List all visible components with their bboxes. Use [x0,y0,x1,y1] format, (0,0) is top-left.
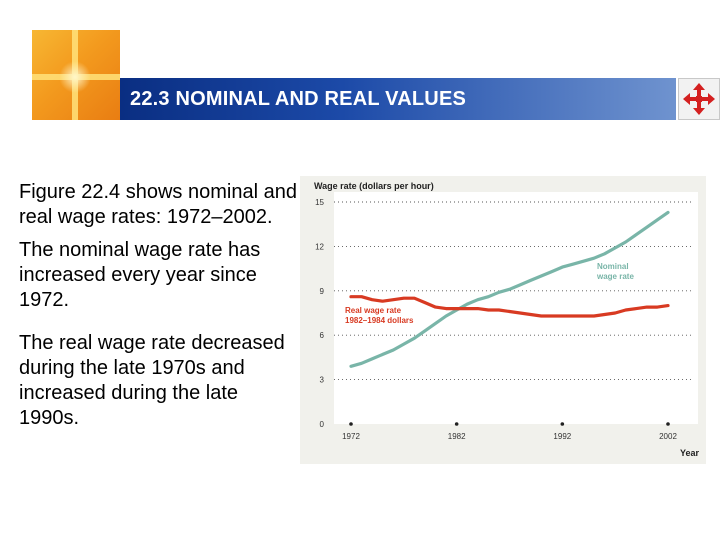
y-tick-label-6: 6 [320,331,325,340]
four-way-arrows-icon[interactable] [678,78,720,120]
x-tick-dot-1982 [454,422,459,426]
x-tick-label-1982: 1982 [448,432,466,441]
series-line-real [349,295,670,318]
paragraph-real: The real wage rate decreased during the … [19,332,285,429]
x-tick-label-2002: 2002 [659,432,677,441]
y-tick-label-0: 0 [320,420,325,429]
paragraph-nominal: The nominal wage rate has increased ever… [19,239,261,311]
y-tick-label-9: 9 [320,287,325,296]
y-axis-label: Wage rate (dollars per hour) [314,181,434,191]
y-tick-label-12: 12 [315,242,324,251]
x-axis-label: Year [680,448,700,458]
series-line-nominal [349,210,670,368]
series-label-real-line-1: 1982–1984 dollars [345,316,414,325]
y-tick-label-3: 3 [320,376,325,385]
series-label-nominal: Nominal wage rate [596,262,634,281]
x-tick-dot-1992 [560,422,565,426]
body-text: Figure 22.4 shows nominal and real wage … [19,180,299,439]
nav-arrows-svg [683,83,715,115]
x-tick-label-1992: 1992 [553,432,571,441]
series-label-nominal-line-0: Nominal [597,262,629,271]
x-tick-dot-2002 [666,422,670,426]
logo-square [32,30,120,120]
series-label-real-line-0: Real wage rate [345,306,402,315]
chart-svg: 0 3 6 9 12 15 1972 1982 1992 2002 Nominal wage ra… [300,176,706,464]
wage-rate-chart: 0 3 6 9 12 15 1972 1982 1992 2002 Nominal wage ra… [298,170,708,470]
slide-title: 22.3 NOMINAL AND REAL VALUES [130,88,467,110]
series-label-real: Real wage rate 1982–1984 dollars [345,306,414,325]
title-bar: 22.3 NOMINAL AND REAL VALUES [120,78,676,120]
y-tick-label-15: 15 [315,198,324,207]
series-label-nominal-line-1: wage rate [596,272,634,281]
logo-glow [60,60,90,94]
x-tick-label-1972: 1972 [342,432,360,441]
paragraph-figure-intro: Figure 22.4 shows nominal and real wage … [19,181,297,228]
x-tick-dot-1972 [349,422,353,426]
